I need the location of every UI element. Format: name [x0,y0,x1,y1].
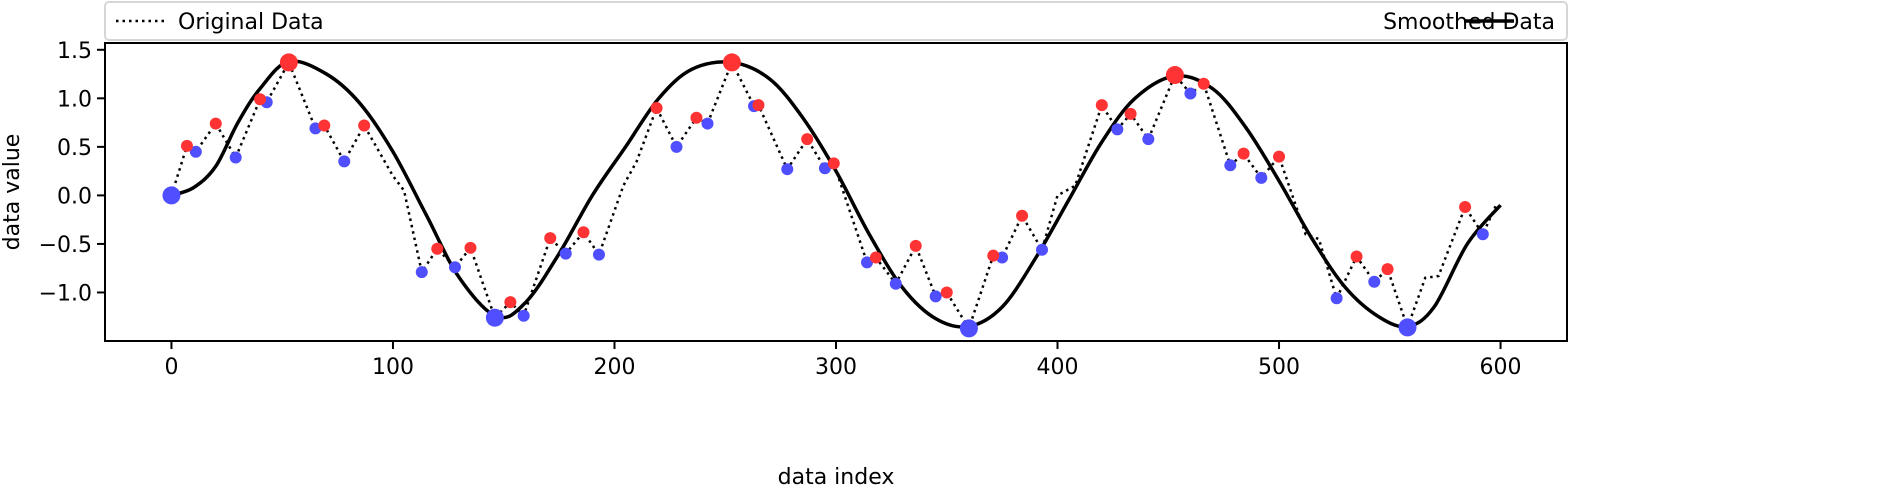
x-tick-label: 200 [593,355,635,380]
local-min-point [517,309,530,322]
local-max-point [650,102,663,115]
local-max-point [1095,99,1108,112]
y-tick-label: 0.5 [57,136,92,161]
y-tick-label: 1.5 [57,39,92,64]
axes-frame [104,42,1568,342]
legend: Original Data Smoothed Data [104,1,1568,41]
local-max-point [504,296,517,309]
local-max-point [1273,150,1286,163]
local-max-point [1197,77,1210,90]
x-axis: 0 100 200 300 400 500 600 [164,341,1522,380]
local-min-point [818,162,831,175]
local-min-point [1476,228,1489,241]
local-max-point [690,111,703,124]
global-max-point [722,53,741,72]
local-max-point [1016,209,1029,222]
x-axis-label: data index [778,465,895,490]
y-tick-label: −0.5 [39,233,92,258]
local-max-point [1381,263,1394,276]
local-max-point [431,242,444,255]
local-max-point [1237,147,1250,160]
local-max-point [544,232,557,245]
local-min-point [229,151,242,164]
local-min-point [889,277,902,290]
x-tick-label: 600 [1480,355,1522,380]
x-tick-label: 300 [815,355,857,380]
local-min-point [670,140,683,153]
local-min-point [1224,159,1237,172]
local-max-point [869,251,882,264]
local-max-point [801,133,814,146]
local-max-point [1124,107,1137,120]
local-min-point [781,163,794,176]
global-max-point [279,53,298,72]
local-min-point [415,266,428,279]
local-max-point [909,239,922,252]
local-max-point [254,93,267,106]
local-min-point [1330,292,1343,305]
local-min-point [929,290,942,303]
global-min-point [1398,318,1417,337]
x-tick-label: 0 [164,355,178,380]
local-min-point [1111,123,1124,136]
local-max-point [180,139,193,152]
local-max-point [318,119,331,132]
legend-original-label: Original Data [178,10,324,35]
local-min-point [338,155,351,168]
legend-frame [104,1,1568,41]
local-min-point [189,145,202,158]
local-min-point [1142,133,1155,146]
local-min-point [1036,243,1049,256]
plot-area [162,53,1502,338]
local-max-point [358,119,371,132]
local-max-point [464,241,477,254]
local-min-point [1184,87,1197,100]
local-min-point [1368,275,1381,288]
local-min-point [1255,171,1268,184]
local-min-point [861,256,874,269]
local-max-point [940,286,953,299]
local-max-point [827,157,840,170]
local-max-point [1459,201,1472,214]
x-tick-label: 400 [1037,355,1079,380]
local-max-point [1350,250,1363,263]
local-max-point [209,117,222,130]
x-tick-label: 500 [1258,355,1300,380]
legend-smoothed-label: Smoothed Data [1383,10,1555,35]
y-tick-label: 1.0 [57,87,92,112]
smoothed-data-line [170,59,1502,329]
y-axis: −1.0 −0.5 0.0 0.5 1.0 1.5 [39,39,105,306]
global-min-point [162,186,181,205]
y-tick-label: 0.0 [57,184,92,209]
global-max-point [1165,66,1184,85]
local-min-point [592,248,605,261]
local-min-point [559,247,572,260]
original-data-line [170,59,1498,332]
x-tick-label: 100 [372,355,414,380]
local-max-point [987,249,1000,262]
local-min-point [448,261,461,274]
global-min-point [485,308,504,327]
y-tick-label: −1.0 [39,281,92,306]
local-max-point [752,99,765,112]
y-axis-label: data value [0,134,25,251]
global-min-point [959,319,978,338]
local-max-point [577,226,590,239]
local-min-point [701,117,714,130]
